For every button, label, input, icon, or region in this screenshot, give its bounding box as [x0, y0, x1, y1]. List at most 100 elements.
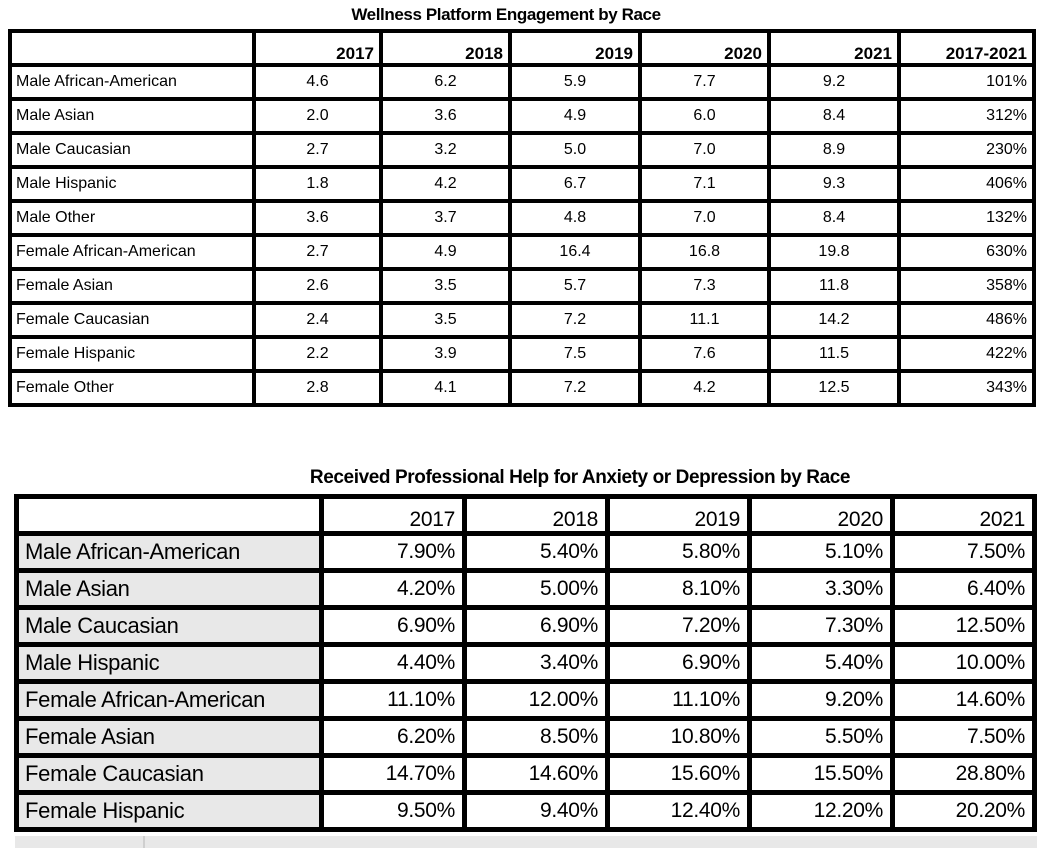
value-cell: 15.50%	[747, 753, 895, 795]
value-cell: 6.90%	[319, 605, 467, 647]
value-cell: 2.2	[252, 335, 383, 373]
row-label: Female Hispanic	[8, 335, 256, 373]
column-header-2020: 2020	[638, 29, 771, 67]
value-cell: 14.2	[767, 301, 901, 339]
value-cell: 312%	[897, 97, 1036, 135]
value-cell: 6.0	[638, 97, 771, 135]
professional-help-table-title: Received Professional Help for Anxiety o…	[309, 467, 851, 488]
row-label: Male Hispanic	[14, 642, 324, 684]
corner-cell	[14, 494, 324, 536]
value-cell: 5.0	[508, 131, 642, 169]
value-cell: 5.10%	[747, 531, 895, 573]
value-cell: 4.40%	[319, 642, 467, 684]
value-cell: 7.7	[638, 63, 771, 101]
value-cell: 11.5	[767, 335, 901, 373]
value-cell: 12.40%	[605, 790, 752, 832]
value-cell: 6.90%	[462, 605, 610, 647]
cutoff-row-strip	[15, 836, 1037, 848]
value-cell: 28.80%	[890, 753, 1037, 795]
value-cell: 7.20%	[605, 605, 752, 647]
value-cell: 5.40%	[462, 531, 610, 573]
value-cell: 4.6	[252, 63, 383, 101]
column-header-2017: 2017	[252, 29, 383, 67]
value-cell: 7.0	[638, 199, 771, 237]
value-cell: 9.20%	[747, 679, 895, 721]
table-row: Female Caucasian 14.70% 14.60% 15.60% 15.50%…	[14, 753, 1037, 795]
professional-help-table: 2017 2018 2019 2020 2021 Male African-Americ…	[14, 494, 1037, 832]
value-cell: 358%	[897, 267, 1036, 305]
column-header-2018: 2018	[462, 494, 610, 536]
value-cell: 7.2	[508, 369, 642, 407]
engagement-table-title: Wellness Platform Engagement by Race	[351, 5, 661, 24]
value-cell: 5.00%	[462, 568, 610, 610]
table-row: Male Hispanic 4.40% 3.40% 6.90% 5.40% 10.00%	[14, 642, 1037, 684]
value-cell: 101%	[897, 63, 1036, 101]
value-cell: 630%	[897, 233, 1036, 271]
row-label: Female Other	[8, 369, 256, 407]
value-cell: 19.8	[767, 233, 901, 271]
row-label: Female African-American	[14, 679, 324, 721]
column-header-2019: 2019	[605, 494, 752, 536]
cutoff-row-divider	[143, 836, 145, 848]
value-cell: 8.4	[767, 199, 901, 237]
value-cell: 4.8	[508, 199, 642, 237]
value-cell: 7.5	[508, 335, 642, 373]
value-cell: 3.6	[379, 97, 512, 135]
value-cell: 20.20%	[890, 790, 1037, 832]
value-cell: 4.1	[379, 369, 512, 407]
value-cell: 3.30%	[747, 568, 895, 610]
value-cell: 343%	[897, 369, 1036, 407]
value-cell: 8.50%	[462, 716, 610, 758]
value-cell: 7.3	[638, 267, 771, 305]
table-row: Female Hispanic 2.2 3.9 7.5 7.6 11.5 422%	[8, 335, 1036, 373]
header-row: 2017 2018 2019 2020 2021	[14, 494, 1037, 536]
column-header-2021: 2021	[890, 494, 1037, 536]
value-cell: 3.6	[252, 199, 383, 237]
value-cell: 7.30%	[747, 605, 895, 647]
value-cell: 5.80%	[605, 531, 752, 573]
value-cell: 14.60%	[462, 753, 610, 795]
value-cell: 12.50%	[890, 605, 1037, 647]
table-row: Male Hispanic 1.8 4.2 6.7 7.1 9.3 406%	[8, 165, 1036, 203]
value-cell: 16.4	[508, 233, 642, 271]
value-cell: 7.2	[508, 301, 642, 339]
row-label: Male Asian	[8, 97, 256, 135]
value-cell: 10.00%	[890, 642, 1037, 684]
table-row: Female African-American 11.10% 12.00% 11.10…	[14, 679, 1037, 721]
value-cell: 2.7	[252, 131, 383, 169]
value-cell: 7.1	[638, 165, 771, 203]
value-cell: 9.50%	[319, 790, 467, 832]
header-row: 2017 2018 2019 2020 2021 2017-2021	[8, 29, 1036, 67]
value-cell: 7.50%	[890, 716, 1037, 758]
value-cell: 406%	[897, 165, 1036, 203]
row-label: Male Caucasian	[14, 605, 324, 647]
table-row: Male African-American 7.90% 5.40% 5.80% 5.10…	[14, 531, 1037, 573]
table-row: Male Asian 4.20% 5.00% 8.10% 3.30% 6.40%	[14, 568, 1037, 610]
table-row: Female Hispanic 9.50% 9.40% 12.40% 12.20% 20.…	[14, 790, 1037, 832]
row-label: Female Asian	[8, 267, 256, 305]
value-cell: 2.6	[252, 267, 383, 305]
value-cell: 1.8	[252, 165, 383, 203]
value-cell: 6.20%	[319, 716, 467, 758]
value-cell: 6.7	[508, 165, 642, 203]
value-cell: 132%	[897, 199, 1036, 237]
value-cell: 2.4	[252, 301, 383, 339]
value-cell: 6.2	[379, 63, 512, 101]
value-cell: 9.2	[767, 63, 901, 101]
value-cell: 3.5	[379, 301, 512, 339]
value-cell: 6.40%	[890, 568, 1037, 610]
table-row: Female Other 2.8 4.1 7.2 4.2 12.5 343%	[8, 369, 1036, 407]
column-header-2019: 2019	[508, 29, 642, 67]
table-row: Female Asian 6.20% 8.50% 10.80% 5.50% 7.50%	[14, 716, 1037, 758]
value-cell: 486%	[897, 301, 1036, 339]
column-header-2017: 2017	[319, 494, 467, 536]
engagement-table: 2017 2018 2019 2020 2021 2017-2021 Male Afric…	[8, 29, 1036, 407]
table-row: Male Caucasian 2.7 3.2 5.0 7.0 8.9 230%	[8, 131, 1036, 169]
value-cell: 7.90%	[319, 531, 467, 573]
value-cell: 8.4	[767, 97, 901, 135]
value-cell: 5.40%	[747, 642, 895, 684]
row-label: Male Caucasian	[8, 131, 256, 169]
value-cell: 4.2	[638, 369, 771, 407]
value-cell: 9.3	[767, 165, 901, 203]
value-cell: 12.20%	[747, 790, 895, 832]
